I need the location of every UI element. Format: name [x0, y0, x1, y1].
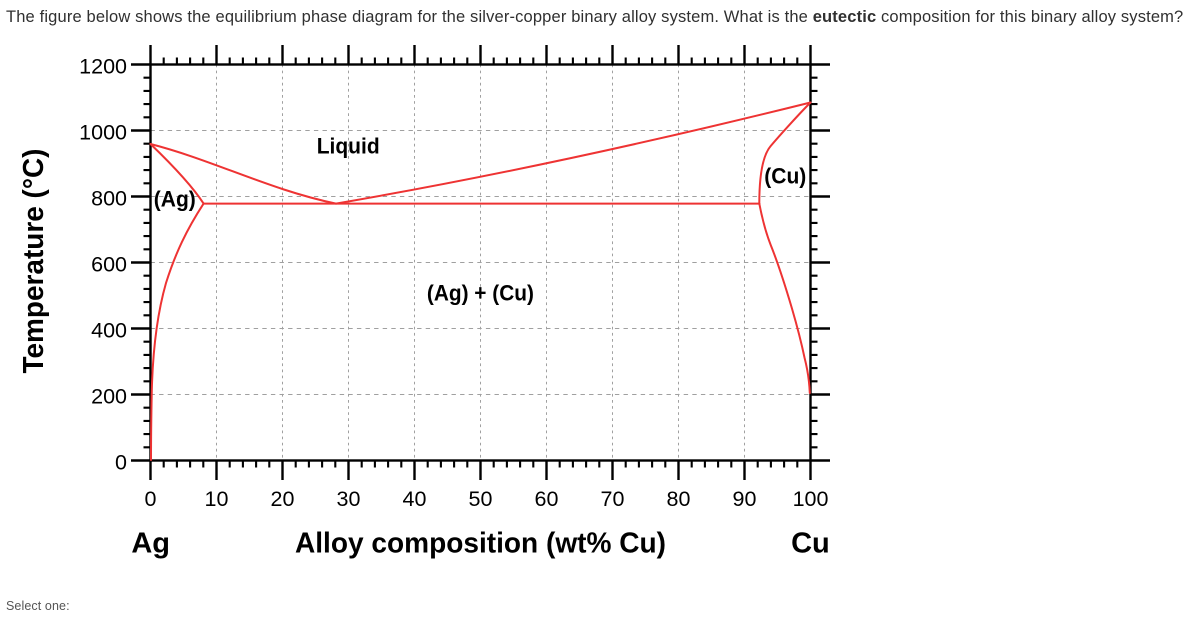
svg-text:Liquid: Liquid [317, 134, 380, 159]
svg-text:90: 90 [733, 487, 757, 511]
svg-text:Ag: Ag [131, 528, 170, 560]
svg-text:70: 70 [601, 487, 625, 511]
svg-text:60: 60 [535, 487, 559, 511]
svg-text:Alloy composition (wt% Cu): Alloy composition (wt% Cu) [295, 528, 666, 560]
svg-text:200: 200 [91, 385, 127, 409]
svg-text:10: 10 [205, 487, 229, 511]
svg-text:600: 600 [91, 253, 127, 277]
svg-text:Cu: Cu [791, 528, 830, 560]
svg-text:800: 800 [91, 187, 127, 211]
svg-text:0: 0 [115, 451, 127, 475]
svg-text:400: 400 [91, 319, 127, 343]
svg-text:(Cu): (Cu) [764, 164, 806, 189]
svg-text:40: 40 [403, 487, 427, 511]
svg-text:20: 20 [271, 487, 295, 511]
svg-text:Temperature (°C): Temperature (°C) [18, 149, 50, 374]
svg-text:50: 50 [469, 487, 493, 511]
svg-text:80: 80 [667, 487, 691, 511]
svg-text:100: 100 [793, 487, 829, 511]
svg-text:1000: 1000 [79, 121, 127, 145]
svg-text:1200: 1200 [79, 55, 127, 79]
svg-text:0: 0 [145, 487, 157, 511]
svg-text:30: 30 [337, 487, 361, 511]
svg-text:(Ag) + (Cu): (Ag) + (Cu) [427, 281, 534, 306]
svg-text:(Ag): (Ag) [154, 187, 196, 212]
